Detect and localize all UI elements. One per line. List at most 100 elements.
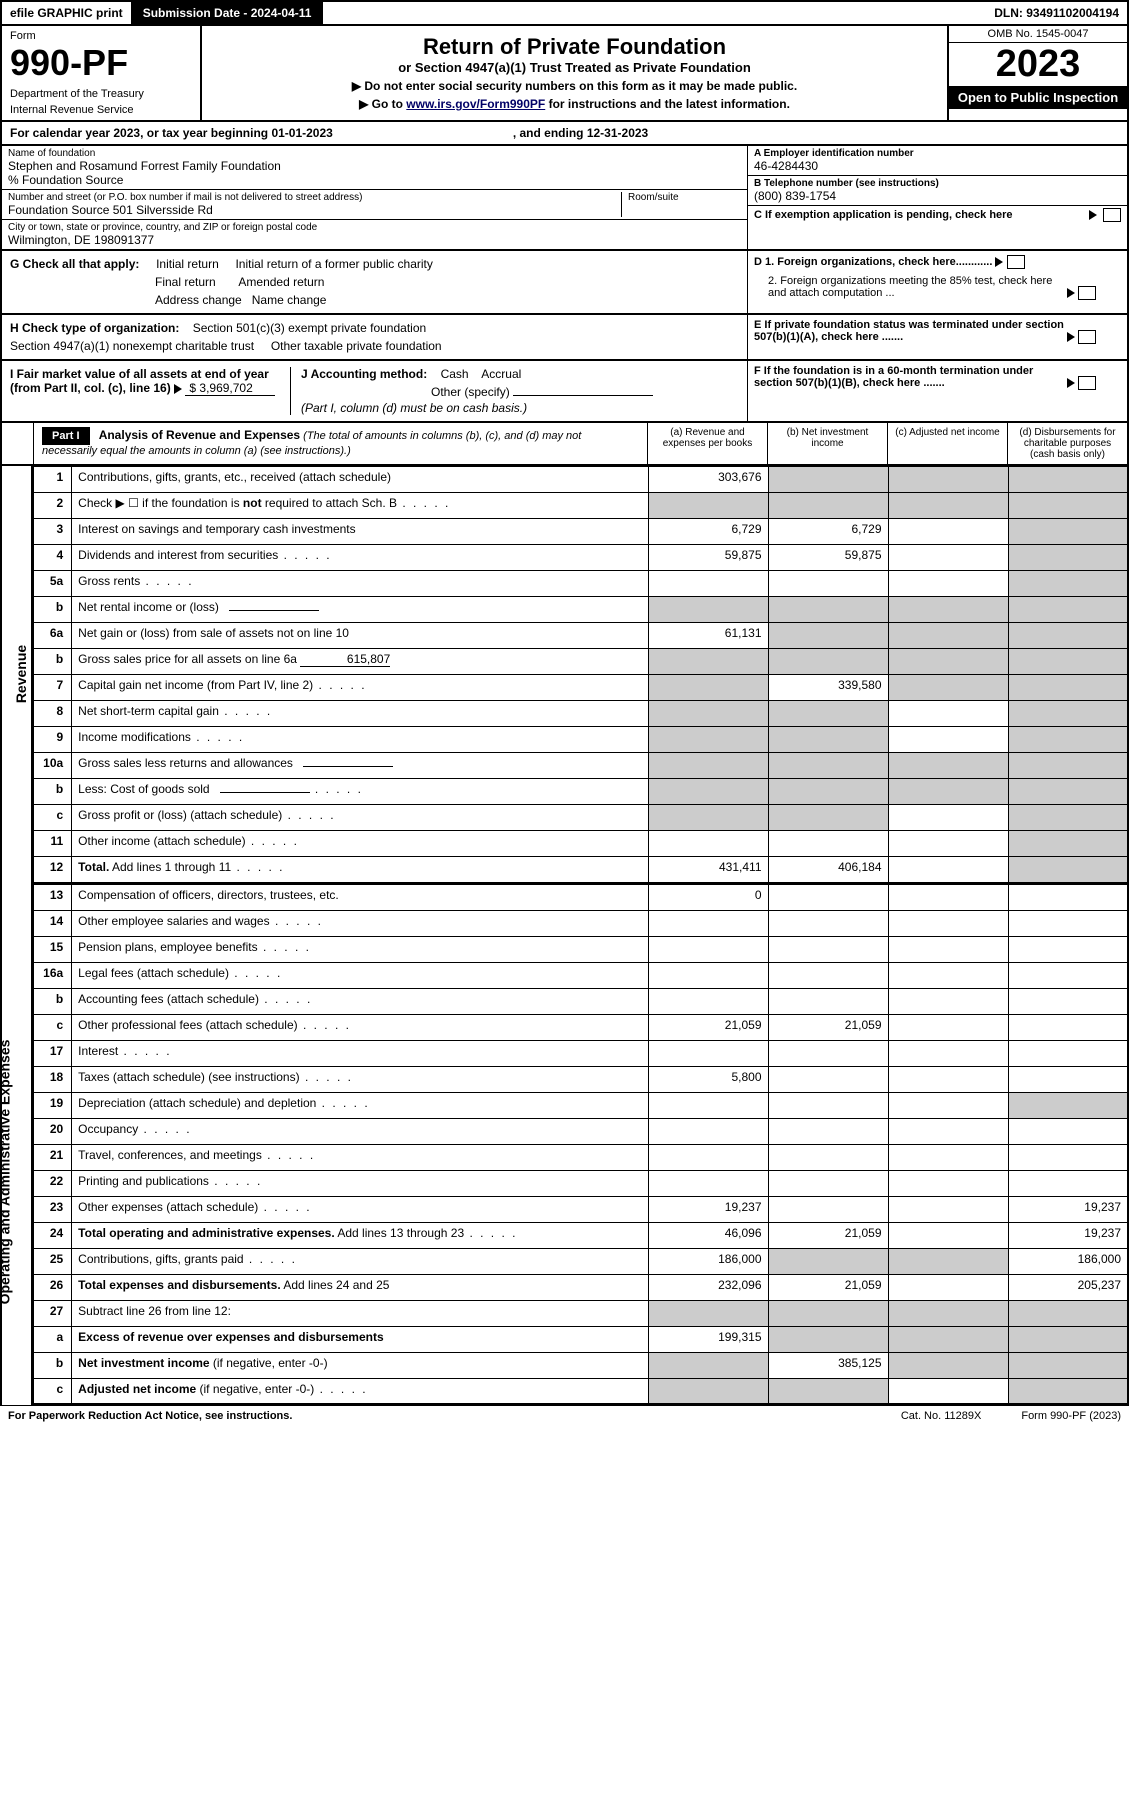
row-desc: Total expenses and disbursements. Add li… (72, 1274, 648, 1300)
pending-lbl: C If exemption application is pending, c… (754, 209, 1089, 221)
row-number: 1 (34, 467, 72, 493)
checks-block-2: H Check type of organization: Section 50… (0, 315, 1129, 361)
row-desc: Gross sales less returns and allowances (72, 753, 648, 779)
table-row: 7Capital gain net income (from Part IV, … (34, 675, 1128, 701)
table-row: bNet investment income (if negative, ent… (34, 1352, 1128, 1378)
j-label: J Accounting method: (301, 367, 427, 381)
table-row: 8Net short-term capital gain (34, 701, 1128, 727)
efile-label[interactable]: efile GRAPHIC print (2, 2, 131, 24)
h3: Other taxable private foundation (271, 339, 442, 353)
irs-link[interactable]: www.irs.gov/Form990PF (406, 97, 545, 111)
e-checks: E If private foundation status was termi… (747, 315, 1127, 359)
row-number: 21 (34, 1144, 72, 1170)
row-number: 9 (34, 727, 72, 753)
table-row: 9Income modifications (34, 727, 1128, 753)
table-row: 15Pension plans, employee benefits (34, 936, 1128, 962)
form-subtitle: or Section 4947(a)(1) Trust Treated as P… (210, 60, 939, 75)
col-c-val (888, 1326, 1008, 1352)
part1-header: Part I Analysis of Revenue and Expenses … (0, 423, 1129, 466)
form-title: Return of Private Foundation (210, 34, 939, 60)
row-number: 2 (34, 493, 72, 519)
row-number: 7 (34, 675, 72, 701)
g-checks: G Check all that apply: Initial return I… (2, 251, 747, 313)
row-number: 17 (34, 1040, 72, 1066)
row-desc: Interest (72, 1040, 648, 1066)
f-checks: F If the foundation is in a 60-month ter… (747, 361, 1127, 421)
col-a-val (648, 727, 768, 753)
col-c-val (888, 623, 1008, 649)
cb-foreign-org[interactable] (1007, 255, 1025, 269)
instr-link-row: ▶ Go to www.irs.gov/Form990PF for instru… (210, 97, 939, 111)
col-c-val (888, 1196, 1008, 1222)
revenue-text: Revenue (13, 645, 29, 703)
col-d-val (1008, 519, 1128, 545)
col-b-val (768, 1378, 888, 1404)
col-b-val (768, 571, 888, 597)
col-c-val (888, 675, 1008, 701)
j3: Other (specify) (431, 385, 510, 399)
ein-lbl: A Employer identification number (754, 148, 1121, 159)
cb-85pct[interactable] (1078, 286, 1096, 300)
table-row: 27Subtract line 26 from line 12: (34, 1300, 1128, 1326)
col-a-val (648, 571, 768, 597)
col-b-val: 21,059 (768, 1014, 888, 1040)
col-a-val (648, 962, 768, 988)
part1-label: Part I (42, 427, 90, 445)
col-d-val (1008, 962, 1128, 988)
ij-block: I Fair market value of all assets at end… (2, 361, 747, 421)
col-b-val (768, 1326, 888, 1352)
col-b-val: 406,184 (768, 857, 888, 883)
foundation-name: Stephen and Rosamund Forrest Family Foun… (8, 159, 741, 173)
h2: Section 4947(a)(1) nonexempt charitable … (10, 339, 254, 353)
col-d-val (1008, 493, 1128, 519)
name-cell: Name of foundation Stephen and Rosamund … (2, 146, 747, 190)
row-number: 24 (34, 1222, 72, 1248)
table-row: bAccounting fees (attach schedule) (34, 988, 1128, 1014)
revenue-section: Revenue 1Contributions, gifts, grants, e… (0, 466, 1129, 884)
arrow-icon (1067, 288, 1075, 298)
row-desc: Excess of revenue over expenses and disb… (72, 1326, 648, 1352)
foundation-info: Name of foundation Stephen and Rosamund … (0, 146, 1129, 251)
col-c-val (888, 936, 1008, 962)
submission-date: Submission Date - 2024-04-11 (131, 2, 324, 24)
col-a-val (648, 1170, 768, 1196)
foundation-addr: Foundation Source 501 Silversside Rd (8, 203, 621, 217)
i-value: $ 3,969,702 (185, 381, 275, 396)
calendar-year-row: For calendar year 2023, or tax year begi… (0, 122, 1129, 146)
col-b-val (768, 988, 888, 1014)
expenses-table: 13Compensation of officers, directors, t… (33, 884, 1129, 1406)
part1-title: Analysis of Revenue and Expenses (99, 428, 300, 442)
g1: Initial return (156, 257, 219, 271)
table-row: 18Taxes (attach schedule) (see instructi… (34, 1066, 1128, 1092)
arrow-icon (1067, 378, 1075, 388)
table-row: 19Depreciation (attach schedule) and dep… (34, 1092, 1128, 1118)
cb-60month[interactable] (1078, 376, 1096, 390)
col-a-val: 59,875 (648, 545, 768, 571)
tax-year: 2023 (949, 43, 1127, 86)
row-desc: Interest on savings and temporary cash i… (72, 519, 648, 545)
col-d-val (1008, 988, 1128, 1014)
col-b-val (768, 1118, 888, 1144)
g5: Address change (155, 293, 242, 307)
pending-checkbox[interactable] (1103, 208, 1121, 222)
col-b-val (768, 962, 888, 988)
dept-treasury: Department of the Treasury (10, 88, 192, 100)
col-d-val (1008, 805, 1128, 831)
other-method-line (513, 395, 653, 396)
col-c-val (888, 597, 1008, 623)
j2: Accrual (481, 367, 521, 381)
col-b-val: 6,729 (768, 519, 888, 545)
phone-val: (800) 839-1754 (754, 189, 1121, 203)
part1-cols: (a) Revenue and expenses per books (b) N… (647, 423, 1127, 464)
table-row: 14Other employee salaries and wages (34, 910, 1128, 936)
instr-pre: ▶ Go to (359, 97, 406, 111)
col-a-header: (a) Revenue and expenses per books (647, 423, 767, 464)
col-c-val (888, 701, 1008, 727)
col-a-val (648, 1040, 768, 1066)
e-text: E If private foundation status was termi… (754, 319, 1064, 343)
row-number: 6a (34, 623, 72, 649)
table-row: 6aNet gain or (loss) from sale of assets… (34, 623, 1128, 649)
cb-terminated[interactable] (1078, 330, 1096, 344)
col-c-val (888, 1040, 1008, 1066)
col-b-val: 339,580 (768, 675, 888, 701)
